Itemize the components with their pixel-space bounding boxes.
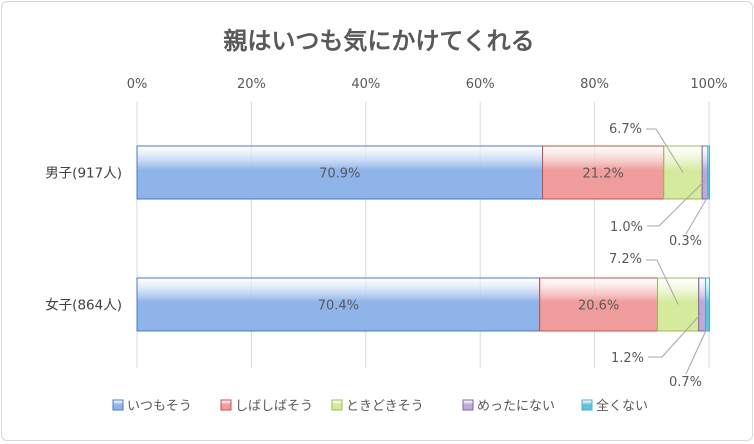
data-label: 70.9% — [319, 167, 360, 182]
x-tick-label: 100% — [690, 77, 727, 92]
bars — [136, 145, 711, 332]
category-label: 女子(864人) — [45, 297, 122, 314]
category-labels: 男子(917人) 女子(864人) — [45, 166, 122, 314]
leader-line — [648, 312, 703, 358]
bar-segment — [136, 145, 544, 200]
x-tick-label: 60% — [466, 77, 495, 92]
x-tick-label: 20% — [237, 77, 266, 92]
legend-label: ときどきそう — [346, 399, 424, 414]
leader-line — [685, 194, 710, 235]
data-label: 0.3% — [669, 234, 702, 249]
bar-segment — [705, 277, 711, 332]
legend-label: 全くない — [596, 398, 648, 414]
bar-segment — [698, 277, 707, 332]
data-labels: 70.9% 21.2% 6.7% 1.0% 0.3% 70.4% 20.6% 7.2% 1.2%… — [318, 122, 710, 390]
legend-swatch — [220, 399, 232, 411]
data-label: 1.0% — [610, 220, 643, 235]
x-axis-ticks: 0% 20% 40% 60% 80% 100% — [127, 77, 728, 92]
legend-item: いつもそう — [112, 399, 192, 414]
legend-item: しばしばそう — [220, 399, 313, 414]
legend-item: 全くない — [581, 398, 648, 414]
legend-swatch — [581, 399, 593, 411]
legend: いつもそう しばしばそう ときどきそう めったにない 全くない — [112, 398, 648, 414]
legend-item: ときどきそう — [331, 399, 424, 414]
data-label: 21.2% — [583, 167, 624, 182]
leader-line — [646, 128, 684, 173]
legend-label: いつもそう — [127, 399, 192, 414]
leader-line — [647, 180, 706, 227]
bar-segment — [707, 145, 711, 200]
legend-swatch — [462, 399, 474, 411]
legend-item: めったにない — [462, 399, 555, 414]
bar-segment — [701, 145, 709, 200]
chart-title: 親はいつも気にかけてくれる — [223, 27, 534, 55]
legend-label: しばしばそう — [235, 399, 313, 414]
bar-segment — [539, 277, 659, 332]
x-tick-label: 40% — [351, 77, 380, 92]
data-label: 1.2% — [611, 351, 644, 366]
legend-swatch — [112, 399, 124, 411]
x-tick-label: 0% — [127, 77, 148, 92]
data-label: 7.2% — [609, 252, 642, 267]
bar-segment — [136, 277, 541, 332]
category-label: 男子(917人) — [45, 166, 122, 182]
legend-label: めったにない — [477, 399, 555, 414]
leader-line — [646, 259, 679, 305]
data-label: 70.4% — [318, 299, 359, 314]
data-label: 6.7% — [609, 122, 642, 137]
data-label: 0.7% — [669, 375, 702, 390]
x-tick-label: 80% — [580, 77, 609, 92]
data-label: 20.6% — [578, 299, 619, 314]
leader-line — [685, 326, 709, 375]
legend-swatch — [331, 399, 343, 411]
